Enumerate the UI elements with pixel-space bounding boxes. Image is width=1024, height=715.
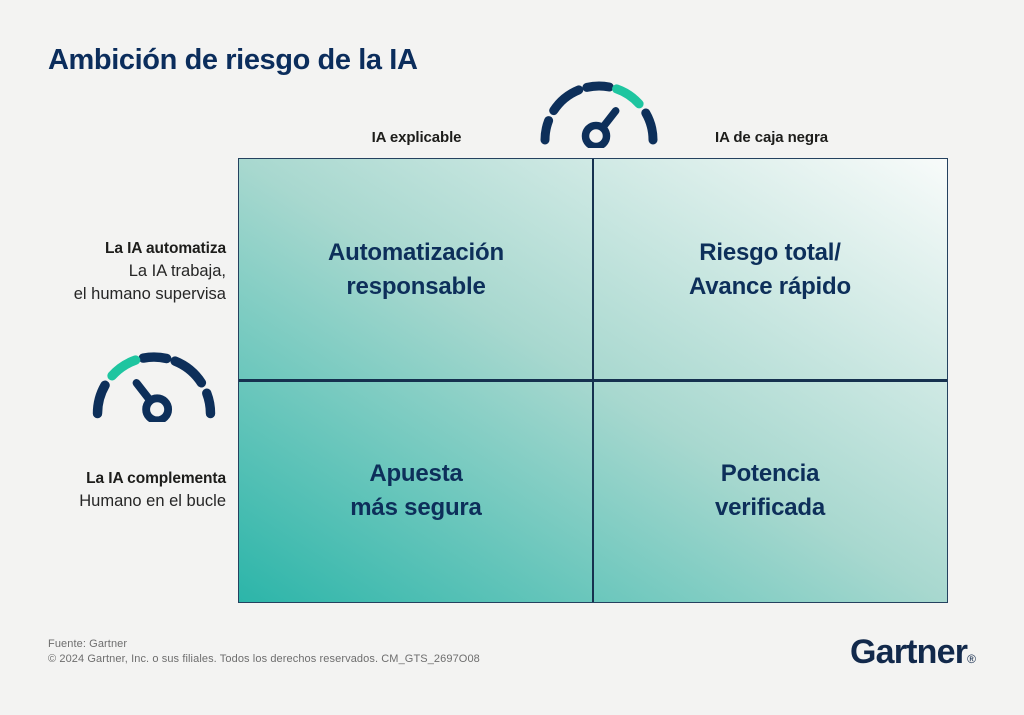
quadrant-label-line: verificada bbox=[714, 494, 826, 522]
quadrant-label-line: Avance rápido bbox=[689, 272, 851, 300]
risk-matrix: Automatización responsable Riesgo total/… bbox=[238, 158, 948, 603]
y-axis-label-ai-complements: La IA complementa Humano en el bucle bbox=[36, 468, 226, 513]
quadrant-full-risk-fast-advance: Riesgo total/ Avance rápido bbox=[593, 159, 947, 381]
matrix-horizontal-divider bbox=[239, 379, 947, 382]
quadrant-label-line: Apuesta bbox=[369, 460, 463, 488]
quadrant-safer-bet: Apuesta más segura bbox=[239, 381, 593, 603]
y-axis-top-title: La IA automatiza bbox=[105, 240, 226, 257]
y-axis-label-ai-automates: La IA automatiza La IA trabaja, el human… bbox=[36, 238, 226, 306]
gartner-logo: Gartner® bbox=[850, 632, 976, 679]
y-axis-top-subtitle-line1: La IA trabaja, bbox=[128, 262, 226, 280]
page-title: Ambición de riesgo de la IA bbox=[48, 44, 418, 76]
quadrant-verified-power: Potencia verificada bbox=[593, 381, 947, 603]
footer-attribution: Fuente: Gartner © 2024 Gartner, Inc. o s… bbox=[48, 637, 480, 667]
x-axis-label-explainable-ai: IA explicable bbox=[371, 129, 462, 146]
quadrant-label-line: Riesgo total/ bbox=[699, 238, 841, 266]
quadrant-label-line: Potencia bbox=[720, 460, 820, 488]
y-axis-bottom-title: La IA complementa bbox=[86, 470, 226, 487]
gauge-high-risk-icon bbox=[534, 66, 664, 148]
footer-source: Fuente: Gartner bbox=[48, 638, 128, 650]
quadrant-label-line: Automatización bbox=[328, 238, 504, 266]
x-axis-label-black-box-ai: IA de caja negra bbox=[715, 129, 828, 146]
quadrant-label-line: más segura bbox=[350, 494, 482, 522]
gauge-low-risk-icon bbox=[86, 336, 222, 422]
quadrant-responsible-automation: Automatización responsable bbox=[239, 159, 593, 381]
y-axis-top-subtitle-line2: el humano supervisa bbox=[73, 285, 226, 303]
registered-trademark-icon: ® bbox=[967, 652, 976, 666]
quadrant-label-line: responsable bbox=[346, 272, 486, 300]
y-axis-bottom-subtitle: Humano en el bucle bbox=[79, 492, 226, 510]
gartner-logo-text: Gartner bbox=[849, 633, 968, 671]
footer-copyright: © 2024 Gartner, Inc. o sus filiales. Tod… bbox=[48, 653, 480, 665]
